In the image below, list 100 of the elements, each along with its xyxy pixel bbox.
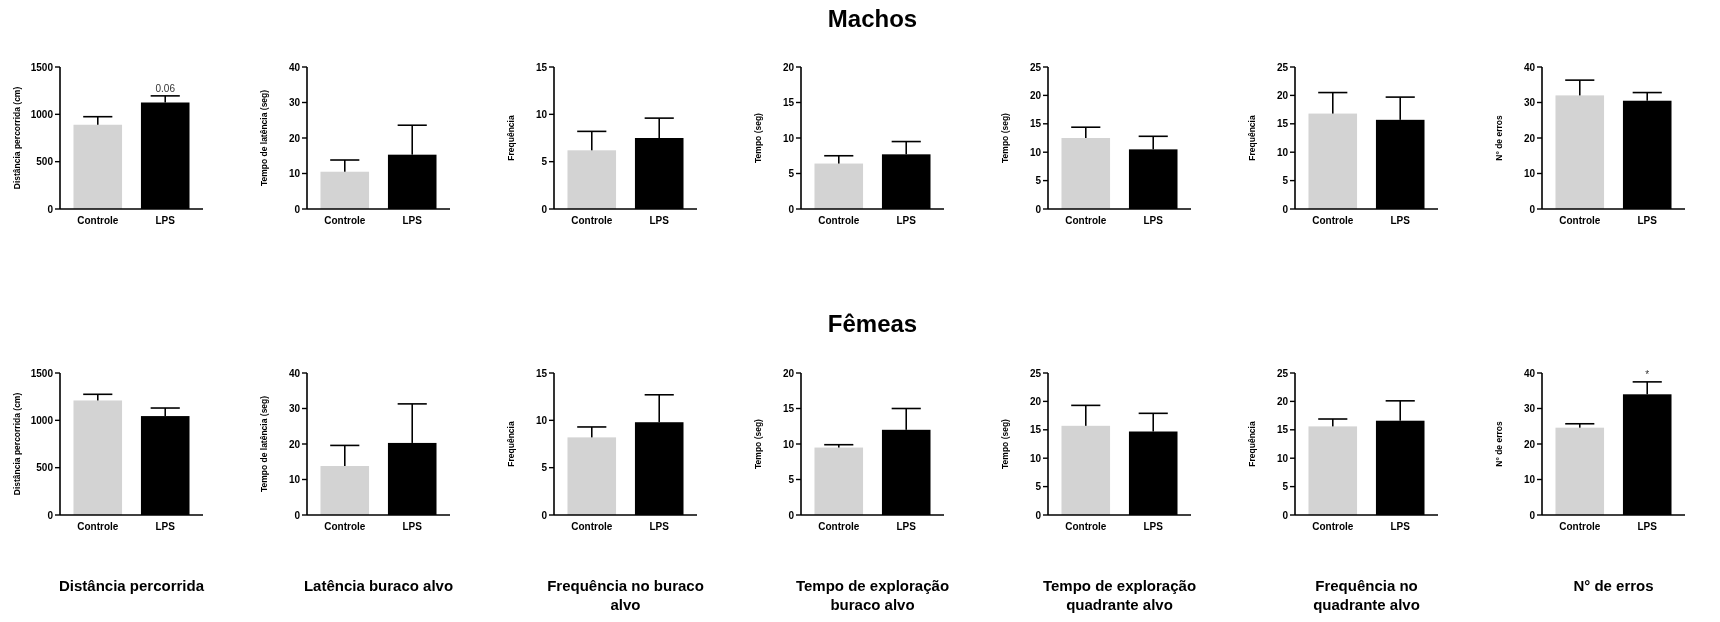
y-axis-title: Distância percorrida (cm) (12, 392, 22, 496)
x-tick-label: Controle (1312, 521, 1354, 532)
y-tick-label: 20 (1523, 132, 1536, 144)
x-tick-label: Controle (571, 521, 613, 532)
chart-title: Machos (827, 5, 918, 32)
y-tick-label: 0 (1529, 509, 1536, 521)
y-tick-label: 0 (47, 509, 54, 521)
y-axis-title: Tempo (seg) (753, 418, 763, 469)
y-tick-label: 15 (1029, 118, 1042, 130)
y-tick-label: 5 (788, 168, 795, 179)
y-tick-label: 1000 (30, 108, 54, 120)
y-axis-title: N° de erros (1494, 421, 1504, 467)
y-tick-label: 0 (1282, 509, 1289, 521)
y-tick-label: 40 (288, 367, 301, 379)
x-axis-title: N° de erros (1573, 577, 1654, 594)
y-tick-label: 5 (788, 474, 795, 485)
y-tick-label: 10 (1029, 452, 1042, 464)
x-axis-title: Tempo de exploração buraco alvo (795, 577, 950, 613)
y-axis-title: Tempo (seg) (1000, 418, 1010, 469)
x-tick-label: LPS (1143, 521, 1164, 532)
y-tick-label: 20 (1276, 89, 1289, 101)
x-tick-label: Controle (1312, 215, 1354, 226)
y-tick-label: 5 (541, 156, 548, 168)
y-tick-label: 25 (1276, 61, 1289, 73)
chart-title: Fêmeas (827, 310, 918, 337)
y-tick-label: 40 (288, 61, 301, 73)
y-tick-label: 0 (788, 509, 795, 521)
y-tick-label: 10 (782, 438, 795, 450)
x-axis-title: Distância percorrida (58, 577, 205, 594)
y-tick-label: 0 (47, 203, 54, 215)
y-tick-label: 5 (1282, 481, 1289, 493)
y-axis-title: Tempo de latência (seg) (259, 89, 269, 187)
y-tick-label: 15 (1276, 118, 1289, 130)
y-tick-label: 0 (1282, 203, 1289, 215)
y-tick-label: 20 (288, 438, 301, 450)
y-tick-label: 10 (535, 414, 548, 426)
y-tick-label: 10 (1523, 474, 1536, 485)
x-axis-title: Tempo de exploração quadrante alvo (1042, 577, 1197, 613)
y-tick-label: 1000 (30, 414, 54, 426)
y-tick-label: 15 (782, 403, 795, 414)
y-tick-label: 40 (1523, 61, 1536, 73)
y-tick-label: 5 (541, 462, 548, 474)
y-tick-label: 30 (288, 403, 301, 414)
x-tick-label: LPS (1390, 521, 1411, 532)
y-tick-label: 1500 (30, 367, 54, 379)
y-tick-label: 0 (1529, 203, 1536, 215)
x-tick-label: Controle (324, 215, 366, 226)
y-tick-label: 20 (1029, 395, 1042, 407)
annotation: * (1645, 368, 1650, 380)
x-tick-label: LPS (402, 521, 423, 532)
y-axis-title: Distância percorrida (cm) (12, 86, 22, 190)
y-axis-title: Frequência (506, 421, 516, 467)
y-axis-title: N° de erros (1494, 115, 1504, 161)
y-tick-label: 5 (1282, 175, 1289, 187)
y-tick-label: 1500 (30, 61, 54, 73)
x-tick-label: LPS (155, 521, 176, 532)
x-tick-label: LPS (896, 215, 917, 226)
y-axis-title: Frequência (506, 115, 516, 161)
y-tick-label: 15 (1276, 424, 1289, 436)
x-tick-label: LPS (155, 215, 176, 226)
x-tick-label: Controle (1065, 521, 1107, 532)
y-tick-label: 25 (1029, 367, 1042, 379)
y-tick-label: 5 (1035, 175, 1042, 187)
x-tick-label: Controle (1559, 215, 1601, 226)
y-tick-label: 0 (541, 203, 548, 215)
x-tick-label: Controle (324, 521, 366, 532)
y-axis-title: Frequência (1247, 421, 1257, 467)
x-tick-label: LPS (1143, 215, 1164, 226)
y-axis-title: Tempo (seg) (753, 112, 763, 163)
y-tick-label: 20 (1029, 89, 1042, 101)
y-tick-label: 20 (288, 132, 301, 144)
y-tick-label: 10 (535, 108, 548, 120)
x-tick-label: LPS (1637, 521, 1658, 532)
y-tick-label: 25 (1029, 61, 1042, 73)
y-tick-label: 0 (788, 203, 795, 215)
y-tick-label: 10 (1029, 146, 1042, 158)
x-tick-label: LPS (649, 521, 670, 532)
y-tick-label: 15 (1029, 424, 1042, 436)
y-axis-title: Tempo de latência (seg) (259, 395, 269, 493)
y-tick-label: 10 (288, 168, 301, 179)
y-tick-label: 25 (1276, 367, 1289, 379)
y-tick-label: 30 (1523, 403, 1536, 414)
y-tick-label: 30 (1523, 97, 1536, 108)
x-tick-label: LPS (402, 215, 423, 226)
y-tick-label: 40 (1523, 367, 1536, 379)
y-tick-label: 0 (1035, 509, 1042, 521)
y-tick-label: 15 (782, 97, 795, 108)
y-tick-label: 20 (782, 367, 795, 379)
x-tick-label: Controle (77, 521, 119, 532)
annotation: 0.06 (155, 82, 176, 94)
y-tick-label: 10 (288, 474, 301, 485)
x-axis-title: Frequência no buraco alvo (547, 577, 704, 613)
x-tick-label: Controle (818, 521, 860, 532)
y-tick-label: 10 (1276, 146, 1289, 158)
y-tick-label: 5 (1035, 481, 1042, 493)
y-tick-label: 20 (1523, 438, 1536, 450)
y-tick-label: 15 (535, 367, 548, 379)
y-tick-label: 500 (36, 462, 54, 474)
x-tick-label: LPS (896, 521, 917, 532)
y-tick-label: 0 (1035, 203, 1042, 215)
